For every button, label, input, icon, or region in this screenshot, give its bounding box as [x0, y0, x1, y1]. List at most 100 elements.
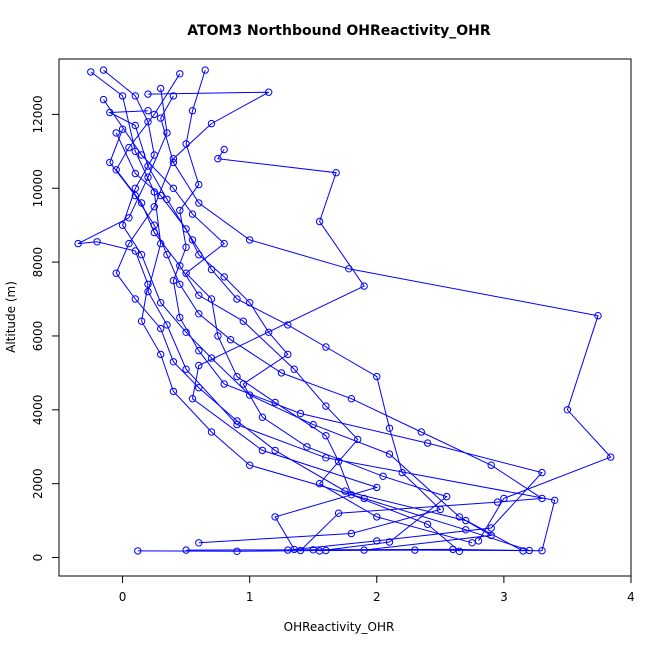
data-point — [169, 387, 178, 396]
data-point — [519, 547, 527, 555]
data-point — [150, 203, 159, 211]
data-point — [360, 282, 368, 290]
data-point — [379, 472, 387, 480]
y-axis: 0 2000 4000 6000 8000 10000 12000 — [31, 95, 60, 561]
data-point — [220, 273, 228, 281]
data-point — [303, 443, 311, 451]
y-tick-label: 2000 — [31, 468, 45, 499]
data-point — [423, 520, 432, 528]
series-profile-3 — [74, 84, 533, 555]
data-point — [462, 526, 470, 534]
data-point — [125, 239, 133, 248]
series-profile-11 — [106, 125, 546, 555]
data-point — [125, 143, 133, 152]
data-point — [493, 498, 502, 506]
data-point — [163, 129, 171, 137]
data-point — [131, 184, 140, 193]
data-point — [157, 350, 165, 359]
x-tick-label: 2 — [373, 590, 381, 604]
series-line — [103, 99, 460, 552]
data-point — [347, 491, 356, 499]
y-tick-label: 10000 — [31, 169, 45, 207]
data-point — [607, 453, 615, 461]
data-point — [176, 206, 184, 215]
data-point — [157, 299, 165, 307]
data-point — [538, 468, 546, 477]
data-point — [195, 361, 203, 370]
data-point — [258, 413, 267, 421]
data-point — [144, 162, 152, 170]
data-point — [315, 480, 324, 488]
series-line — [103, 69, 524, 552]
series-profile-4 — [157, 92, 615, 545]
data-point — [341, 487, 349, 495]
data-point — [309, 420, 317, 429]
data-point — [112, 269, 120, 277]
data-point — [195, 180, 203, 189]
data-point — [246, 461, 254, 469]
data-point — [188, 236, 197, 244]
data-point — [157, 191, 165, 200]
data-point — [182, 328, 190, 336]
data-point — [195, 310, 203, 318]
data-point — [131, 169, 140, 178]
data-point — [163, 321, 171, 329]
x-tick-label: 3 — [500, 590, 508, 604]
data-point — [271, 446, 279, 455]
data-point — [398, 468, 406, 477]
data-point — [125, 214, 133, 222]
data-point — [182, 225, 190, 233]
data-point — [150, 110, 159, 119]
data-point — [169, 92, 178, 100]
data-point — [176, 313, 184, 322]
data-point — [176, 262, 184, 270]
data-point — [169, 184, 178, 193]
data-point — [144, 173, 152, 181]
x-axis: 0 1 2 3 4 — [119, 575, 635, 604]
data-point — [322, 432, 330, 440]
data-point — [385, 424, 394, 432]
data-point — [487, 524, 495, 532]
data-point — [296, 546, 305, 555]
data-point — [373, 513, 381, 521]
data-point — [226, 336, 235, 344]
data-point — [137, 317, 146, 325]
data-point — [462, 516, 470, 525]
data-point — [182, 243, 190, 252]
data-point — [271, 398, 279, 407]
data-point — [265, 88, 273, 96]
series-profile-9 — [112, 88, 495, 554]
data-point — [74, 239, 82, 248]
data-point — [246, 391, 254, 399]
data-point — [118, 92, 127, 100]
data-point — [150, 221, 159, 229]
data-point — [144, 280, 152, 288]
data-point — [334, 509, 343, 517]
data-point — [284, 321, 292, 329]
data-point — [144, 287, 152, 296]
y-tick-label: 8000 — [31, 247, 45, 278]
x-axis-label: OHReactivity_OHR — [284, 620, 395, 634]
y-axis-label: Altitude (m) — [4, 281, 18, 353]
data-point — [144, 118, 152, 126]
data-point — [551, 496, 559, 504]
data-point — [277, 369, 286, 377]
data-point — [169, 358, 178, 366]
data-point — [474, 537, 483, 545]
data-point — [417, 428, 425, 436]
data-point — [538, 547, 546, 555]
data-point — [195, 539, 203, 547]
y-tick-label: 4000 — [31, 395, 45, 426]
data-point — [487, 461, 495, 469]
data-point — [188, 210, 197, 218]
series-line — [160, 95, 612, 542]
data-point — [239, 317, 248, 325]
data-point — [201, 66, 209, 74]
data-point — [594, 312, 602, 320]
data-point — [195, 199, 203, 207]
series-profile-2 — [169, 66, 546, 554]
data-point — [468, 539, 476, 547]
data-point — [455, 513, 464, 521]
series-profile-1 — [87, 68, 559, 555]
